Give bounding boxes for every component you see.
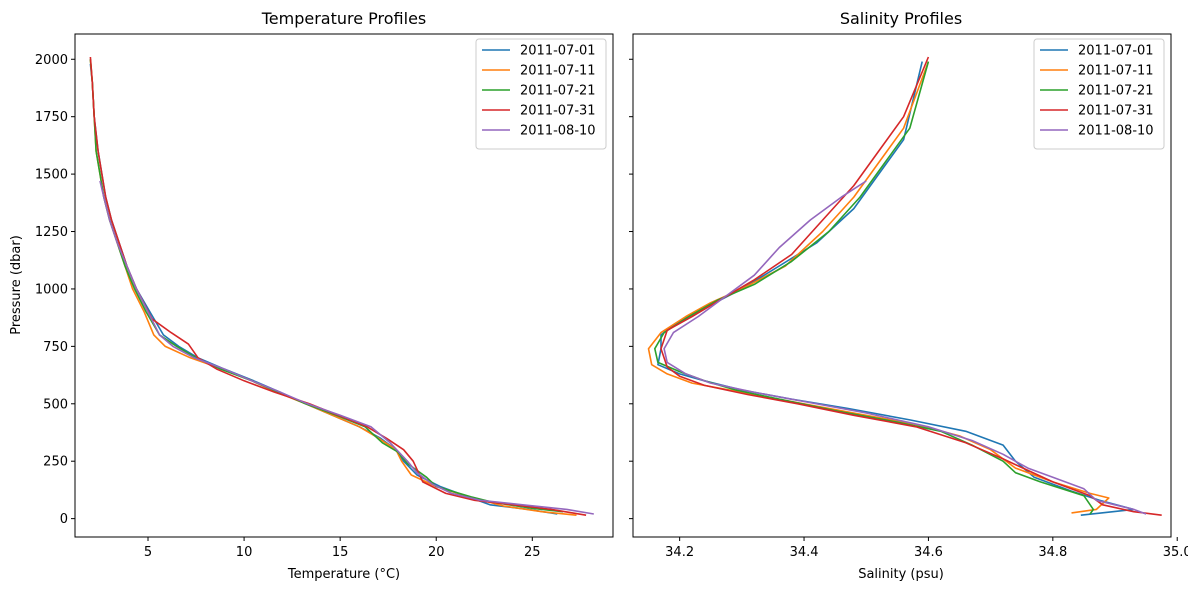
temperature-x-tick-label: 10 — [236, 545, 253, 560]
salinity-x-label: Salinity (psu) — [858, 567, 944, 582]
temperature-y-tick-label: 0 — [60, 512, 68, 527]
salinity-legend-label: 2011-07-11 — [1078, 64, 1154, 79]
temperature-x-ticks: 5 10 15 20 25 — [144, 537, 541, 560]
salinity-x-tick-label: 34.4 — [790, 545, 819, 560]
salinity-legend-label: 2011-07-01 — [1078, 44, 1154, 59]
temperature-y-tick-label: 250 — [43, 455, 68, 470]
temperature-y-tick-label: 1750 — [35, 110, 68, 125]
salinity-series-line-2011-08-10 — [663, 180, 1147, 515]
temperature-y-tick-label: 500 — [43, 397, 68, 412]
salinity-legend: 2011-07-01 2011-07-11 2011-07-21 2011-07-31… — [1033, 38, 1165, 150]
temperature-y-tick-label: 1250 — [35, 225, 68, 240]
salinity-title: Salinity Profiles — [840, 9, 962, 28]
temperature-x-tick-label: 15 — [332, 545, 349, 560]
salinity-legend-label: 2011-07-31 — [1078, 104, 1154, 119]
salinity-x-tick-label: 34.6 — [914, 545, 943, 560]
temperature-axes-frame — [74, 33, 614, 538]
temperature-y-tick-label: 1000 — [35, 282, 68, 297]
salinity-legend-box — [1033, 38, 1165, 150]
salinity-series-group — [647, 56, 1162, 516]
temperature-y-tick-label: 750 — [43, 340, 68, 355]
temperature-y-tick-label: 1500 — [35, 168, 68, 183]
temperature-legend-label: 2011-07-11 — [520, 64, 596, 79]
temperature-x-label: Temperature (°C) — [287, 567, 400, 582]
temperature-title: Temperature Profiles — [261, 9, 427, 28]
temperature-y-ticks: 0 250 500 750 1000 1250 1500 1750 2000 — [35, 53, 75, 527]
temperature-series-line-2011-08-10 — [99, 180, 594, 515]
salinity-series-line-2011-07-31 — [660, 56, 1162, 516]
temperature-series-line-2011-07-31 — [89, 56, 587, 516]
temperature-legend-label: 2011-08-10 — [520, 124, 596, 139]
temperature-legend-label: 2011-07-01 — [520, 44, 596, 59]
salinity-axes-frame — [632, 33, 1172, 538]
temperature-series-group — [89, 56, 594, 516]
temperature-x-tick-label: 5 — [144, 545, 152, 560]
salinity-panel: Salinity Profiles 34.2 34.4 34.6 34.8 35.0 S… — [629, 9, 1188, 582]
salinity-x-tick-label: 34.2 — [665, 545, 694, 560]
salinity-x-tick-label: 34.8 — [1038, 545, 1067, 560]
temperature-y-label: Pressure (dbar) — [9, 235, 24, 335]
temperature-x-tick-label: 25 — [524, 545, 541, 560]
temperature-legend-label: 2011-07-21 — [520, 84, 596, 99]
temperature-panel: Temperature Profiles 5 10 15 20 25 0 250 500 75… — [9, 9, 614, 582]
salinity-x-tick-label: 35.0 — [1163, 545, 1188, 560]
temperature-legend: 2011-07-01 2011-07-11 2011-07-21 2011-07-31… — [475, 38, 607, 150]
salinity-legend-label: 2011-07-21 — [1078, 84, 1154, 99]
salinity-y-ticks — [629, 58, 633, 520]
salinity-x-ticks: 34.2 34.4 34.6 34.8 35.0 — [665, 537, 1188, 560]
temperature-legend-label: 2011-07-31 — [520, 104, 596, 119]
temperature-x-tick-label: 20 — [428, 545, 445, 560]
salinity-legend-label: 2011-08-10 — [1078, 124, 1154, 139]
temperature-legend-box — [475, 38, 607, 150]
temperature-y-tick-label: 2000 — [35, 53, 68, 68]
